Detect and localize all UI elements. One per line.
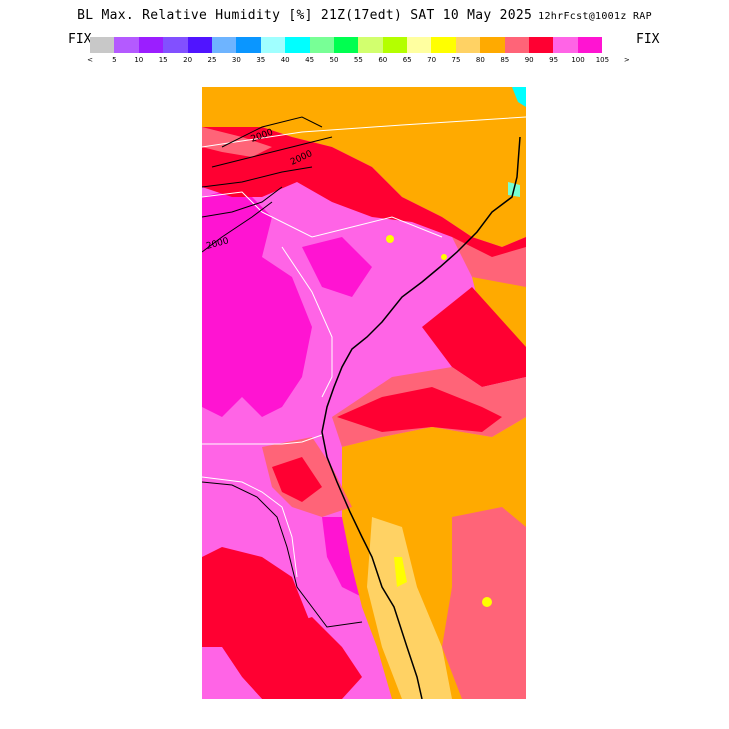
colorbar-tick-label: 30: [231, 56, 241, 64]
colorbar-swatch: [577, 37, 603, 53]
colorbar-swatch: [455, 37, 481, 53]
fix-label-left: FIX: [68, 32, 92, 47]
field-red-fl-west: [282, 617, 362, 699]
state-border-fl-gulf: [202, 476, 298, 578]
field-yellow-dot-1: [386, 235, 394, 243]
humidity-map: 2000 2000 2000: [202, 87, 526, 699]
field-light-orange-fl: [367, 517, 452, 699]
colorbar-tick-label: 90: [524, 56, 534, 64]
field-red-band-mid: [337, 387, 502, 432]
colorbar-tick-label: <: [87, 56, 93, 64]
colorbar-tick-label: 100: [571, 56, 585, 64]
colorbar-swatch: [163, 37, 188, 53]
field-salmon-ne: [452, 237, 526, 297]
colorbar-tick-label: 80: [475, 56, 485, 64]
title-main: BL Max. Relative Humidity [%] 21Z(17edt)…: [77, 8, 533, 23]
colorbar-tick-label: 25: [207, 56, 217, 64]
coastline: [321, 136, 521, 699]
colorbar-swatch: [529, 37, 554, 53]
field-orange-north: [202, 87, 526, 247]
colorbar-tick-label: 15: [158, 56, 168, 64]
field-yellow-dot-3: [482, 597, 492, 607]
coastline-gulf: [202, 481, 363, 628]
state-border-nc-va: [202, 116, 526, 148]
colorbar-swatch: [236, 37, 261, 53]
terrain-contour-5: [202, 201, 273, 253]
colorbar-tick-label: 75: [451, 56, 461, 64]
colorbar-swatch: [285, 37, 310, 53]
colorbar-swatch: [553, 37, 578, 53]
colorbar-swatch: [138, 37, 164, 53]
colorbar-tick-label: >: [623, 56, 630, 64]
colorbar-swatch: [211, 37, 237, 53]
field-red-fl-interior: [272, 457, 322, 502]
colorbar-ticks: <5 10 15 20 25 30 35 40 45 50 55 60 65 70 75 80 85 90 95 10…: [87, 56, 637, 66]
colorbar-tick-label: 95: [549, 56, 559, 64]
terrain-contour-3: [202, 166, 313, 188]
colorbar-swatch: [382, 37, 408, 53]
terrain-contour-1: [221, 116, 323, 148]
state-border-sc-ga: [281, 246, 333, 398]
colorbar-swatch: [358, 37, 383, 53]
colorbar-tick-label: 5: [112, 56, 117, 64]
field-red-north: [202, 127, 526, 262]
colorbar-tick-label: 10: [134, 56, 144, 64]
colorbar-tick-label: 55: [353, 56, 363, 64]
field-orange-east-mid: [472, 277, 526, 347]
colorbar-tick-label: 20: [183, 56, 193, 64]
colorbar-swatch: [504, 37, 530, 53]
terrain-contour-4: [202, 186, 283, 218]
field-yellow-fl: [394, 557, 407, 587]
colorbar-swatch: [480, 37, 505, 53]
state-border-nc-sc: [261, 211, 443, 238]
field-pink-gulf: [202, 647, 262, 699]
colorbar-swatch: [114, 37, 139, 53]
colorbar-swatch: [309, 37, 334, 53]
terrain-contour-2: [211, 136, 333, 168]
map-title: BL Max. Relative Humidity [%] 21Z(17edt)…: [0, 8, 729, 23]
field-red-east: [422, 287, 526, 387]
colorbar-tick-label: 40: [280, 56, 290, 64]
colorbar-swatch: [407, 37, 432, 53]
title-run-info: 12hrFcst@1001z RAP: [538, 11, 652, 22]
fix-label-right: FIX: [636, 32, 660, 47]
state-border-tn: [202, 191, 263, 213]
colorbar-swatch: [260, 37, 286, 53]
field-cyan-ne: [512, 87, 526, 107]
field-yellow-dot-2: [441, 254, 447, 260]
colorbar-swatch: [90, 37, 115, 53]
colorbar-swatch: [333, 37, 359, 53]
colorbar-tick-label: 105: [595, 56, 610, 64]
field-magenta-center: [302, 237, 372, 297]
colorbar-tick-label: 35: [256, 56, 266, 64]
colorbar-swatch: [431, 37, 456, 53]
colorbar-tick-label: 70: [427, 56, 437, 64]
colorbar-tick-label: 60: [378, 56, 388, 64]
state-border-ga-fl: [202, 434, 323, 445]
colorbar-tick-label: 45: [305, 56, 315, 64]
colorbar-tick-label: 65: [402, 56, 412, 64]
colorbar-swatch: [187, 37, 212, 53]
colorbar-tick-label: 85: [500, 56, 510, 64]
colorbar-tick-label: 50: [329, 56, 339, 64]
colorbar: [90, 37, 603, 53]
field-magenta-west: [202, 187, 312, 417]
